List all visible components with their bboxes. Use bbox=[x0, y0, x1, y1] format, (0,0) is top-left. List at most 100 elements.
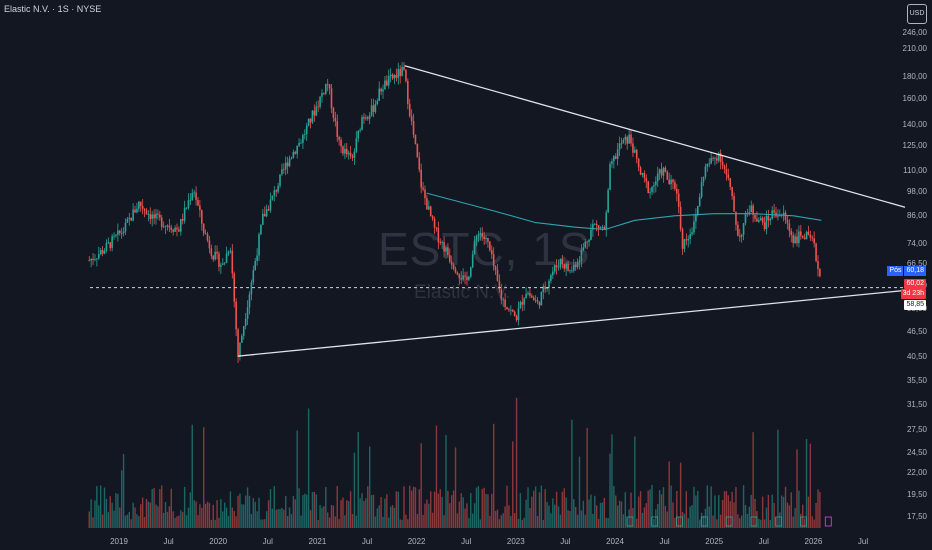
volume-bar bbox=[147, 501, 150, 528]
time-tick-label: 2025 bbox=[705, 537, 723, 546]
volume-bar bbox=[695, 495, 697, 528]
volume-bar bbox=[246, 487, 249, 528]
candle-body bbox=[634, 149, 636, 153]
volume-bar bbox=[166, 511, 169, 528]
volume-bar bbox=[515, 397, 518, 528]
candle-body bbox=[611, 161, 613, 164]
price-tick-label: 140,00 bbox=[903, 120, 928, 129]
volume-bar bbox=[353, 452, 356, 528]
candle-body bbox=[265, 209, 268, 217]
volume-bar bbox=[294, 499, 296, 528]
candle-body bbox=[326, 83, 329, 85]
volume-bar bbox=[128, 511, 131, 528]
candle-body bbox=[819, 268, 821, 277]
candle-body bbox=[187, 200, 190, 208]
volume-bar bbox=[309, 510, 312, 528]
volume-bar bbox=[407, 519, 409, 528]
volume-bar bbox=[239, 493, 241, 528]
currency-button[interactable]: USD bbox=[907, 4, 927, 24]
candle-body bbox=[227, 251, 230, 254]
volume-bar bbox=[405, 514, 407, 528]
volume-bar bbox=[630, 492, 632, 528]
volume-bar bbox=[378, 505, 380, 528]
candle-body bbox=[784, 212, 787, 220]
volume-bar bbox=[538, 492, 541, 528]
candle-body bbox=[241, 335, 243, 343]
symbol-title[interactable]: Elastic N.V. · 1S · NYSE bbox=[4, 4, 102, 14]
candle-body bbox=[105, 242, 108, 251]
volume-bar bbox=[306, 494, 308, 528]
candle-body bbox=[387, 75, 390, 86]
candle-body bbox=[737, 224, 739, 236]
volume-bar bbox=[634, 436, 636, 528]
volume-bar bbox=[765, 507, 768, 528]
volume-bar bbox=[420, 443, 422, 528]
candle-body bbox=[498, 280, 501, 290]
volume-bar bbox=[233, 511, 235, 528]
candle-body bbox=[683, 239, 686, 249]
candle-body bbox=[109, 242, 112, 249]
volume-bar bbox=[178, 515, 180, 528]
volume-bar bbox=[351, 513, 354, 528]
volume-bar bbox=[374, 516, 377, 528]
price-tick-label: 86,00 bbox=[907, 211, 928, 220]
post-market-tag: Pós 60,18 bbox=[887, 266, 926, 276]
candle-body bbox=[696, 206, 699, 216]
candle-body bbox=[607, 189, 609, 213]
volume-bar bbox=[138, 516, 140, 528]
candle-body bbox=[714, 157, 716, 159]
candle-body bbox=[605, 212, 608, 230]
volume-bar bbox=[140, 504, 142, 528]
volume-bar bbox=[346, 500, 348, 528]
candle-body bbox=[103, 250, 106, 254]
candle-body bbox=[342, 146, 344, 154]
candle-body bbox=[740, 234, 743, 237]
candle-body bbox=[349, 152, 352, 156]
volume-bar bbox=[546, 502, 548, 528]
volume-bar bbox=[212, 504, 214, 528]
candle-body bbox=[408, 103, 411, 117]
volume-bar bbox=[389, 506, 392, 528]
candle-body bbox=[420, 169, 422, 188]
candle-body bbox=[630, 134, 632, 144]
volume-bar bbox=[718, 495, 720, 528]
candle-body bbox=[706, 163, 709, 167]
candle-body bbox=[662, 167, 665, 176]
candle-body bbox=[813, 238, 815, 244]
volume-bar bbox=[443, 515, 445, 528]
volume-bar bbox=[250, 514, 253, 528]
volume-bar bbox=[660, 494, 663, 528]
candle-body bbox=[164, 225, 167, 227]
earnings-marker bbox=[750, 516, 758, 527]
volume-bar bbox=[216, 500, 218, 528]
volume-bar bbox=[557, 506, 560, 528]
volume-bar bbox=[697, 490, 699, 528]
candle-body bbox=[651, 186, 653, 193]
volume-bar bbox=[170, 488, 172, 528]
candle-body bbox=[603, 226, 606, 230]
volume-bar bbox=[119, 507, 121, 528]
volume-bar bbox=[714, 495, 716, 528]
volume-bar bbox=[203, 427, 205, 528]
volume-bar bbox=[260, 519, 262, 528]
volume-bar bbox=[798, 490, 800, 528]
volume-bar bbox=[792, 516, 794, 528]
candle-body bbox=[252, 270, 255, 283]
candle-body bbox=[96, 258, 98, 260]
volume-tick-label: 17,50 bbox=[907, 512, 928, 521]
volume-bar bbox=[456, 513, 459, 528]
candle-body bbox=[725, 168, 728, 175]
volume-bar bbox=[548, 505, 550, 528]
candle-body bbox=[115, 234, 117, 236]
candle-body bbox=[723, 165, 726, 169]
volume-tick-label: 19,50 bbox=[907, 490, 928, 499]
volume-bar bbox=[595, 505, 598, 528]
volume-bar bbox=[580, 510, 583, 528]
candle-body bbox=[559, 259, 562, 267]
candle-body bbox=[376, 100, 379, 105]
volume-bar bbox=[399, 519, 401, 528]
candle-body bbox=[521, 301, 524, 305]
candle-body bbox=[767, 215, 770, 221]
